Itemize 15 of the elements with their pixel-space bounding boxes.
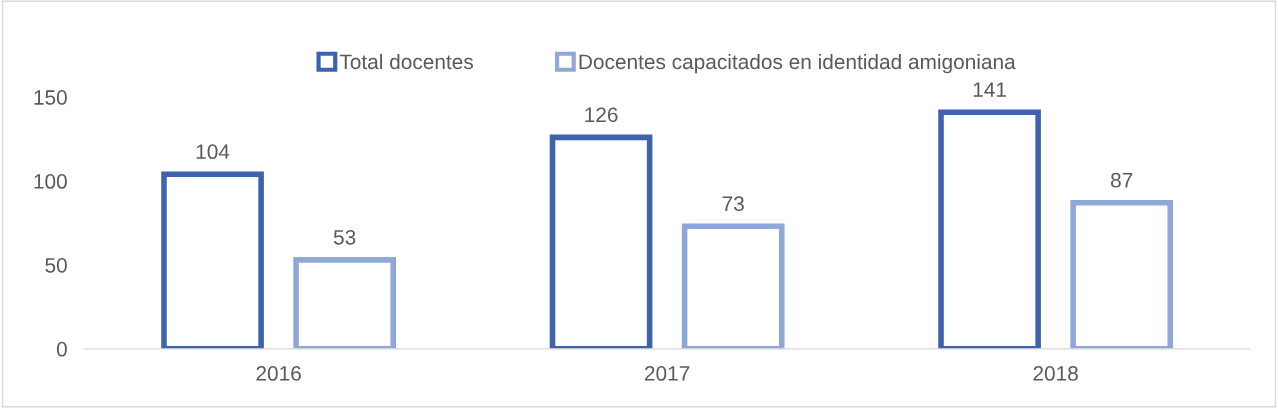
data-label: 53: [333, 229, 356, 245]
x-tick-label: 2016: [256, 366, 301, 381]
y-tick-label: 50: [45, 257, 67, 273]
y-tick-label: 100: [34, 174, 67, 189]
legend-label: Total docentes: [339, 53, 473, 70]
x-tick-label: 2017: [644, 366, 690, 381]
data-label: 126: [585, 107, 618, 123]
x-tick-label: 2018: [1033, 366, 1078, 381]
legend-label: Docentes capacitados en identidad amigoniana: [579, 53, 1016, 74]
data-label: 73: [722, 196, 744, 212]
data-label: 104: [196, 144, 230, 160]
data-label: 141: [973, 82, 1006, 97]
y-tick-label: 150: [34, 90, 67, 105]
data-label: 87: [1110, 172, 1133, 188]
y-tick-label: 0: [56, 341, 67, 357]
